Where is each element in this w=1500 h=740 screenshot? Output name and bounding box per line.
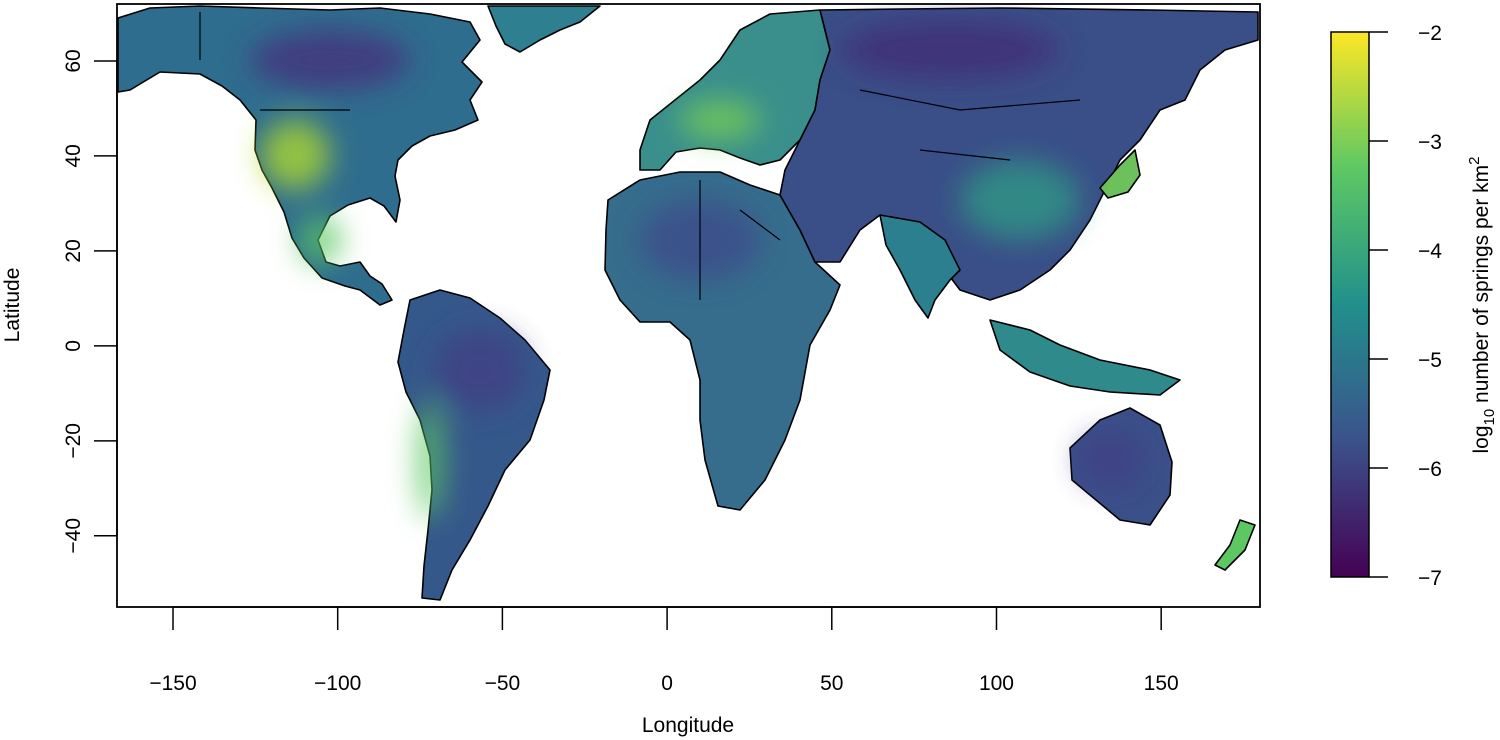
patch-central-australia: [1080, 435, 1140, 485]
patch-amazon: [435, 330, 525, 410]
y-tick-label: 0: [62, 340, 85, 352]
patch-europe: [680, 100, 760, 140]
colorbar-tick-label: −2: [1418, 22, 1442, 45]
y-tick-label: 40: [62, 144, 85, 167]
map-panel: [117, 5, 1259, 601]
country-borders: [199, 12, 1081, 300]
colorbar-axis: −7 −6 −5 −4 −3 −2: [1369, 22, 1442, 590]
colorbar: −7 −6 −5 −4 −3 −2 log10 number of springs per…: [1330, 22, 1498, 590]
y-axis-title: Latitude: [1, 268, 24, 343]
patch-western-us: [260, 120, 330, 190]
colorbar-tick-label: −5: [1418, 349, 1442, 372]
patch-siberia: [840, 20, 1060, 80]
x-tick-label: 0: [661, 672, 673, 695]
japan: [1099, 149, 1141, 199]
patch-canada: [250, 30, 410, 90]
patch-china: [960, 160, 1080, 240]
y-tick-label: −20: [62, 423, 85, 459]
x-tick-label: 50: [820, 672, 843, 695]
y-tick-label: −40: [62, 518, 85, 554]
x-tick-label: 150: [1144, 672, 1179, 695]
southeast-asia: [989, 319, 1181, 396]
x-axis: −150 −100 −50 0 50 100 150: [149, 606, 1179, 695]
colorbar-tick-label: −3: [1418, 131, 1442, 154]
new-zealand: [1214, 519, 1256, 571]
colorbar-tick-label: −6: [1418, 458, 1442, 481]
x-tick-label: −150: [149, 672, 196, 695]
asia: [779, 7, 1259, 301]
colorbar-tick-label: −7: [1418, 567, 1442, 590]
y-tick-label: 20: [62, 239, 85, 262]
colorbar-gradient: [1330, 31, 1370, 578]
x-tick-label: −100: [314, 672, 361, 695]
patch-andes: [416, 400, 444, 520]
patch-mexico: [298, 215, 342, 265]
x-tick-label: 100: [979, 672, 1014, 695]
x-axis-title: Longitude: [642, 714, 734, 737]
colorbar-tick-label: −4: [1418, 240, 1442, 263]
india: [879, 214, 961, 319]
y-tick-label: 60: [62, 49, 85, 72]
colorbar-label: log10 number of springs per km2: [1466, 157, 1498, 454]
land-masses: [117, 5, 1259, 601]
greenland: [487, 5, 601, 53]
y-axis: −40 −20 0 20 40 60: [62, 49, 118, 554]
x-tick-label: −50: [485, 672, 521, 695]
